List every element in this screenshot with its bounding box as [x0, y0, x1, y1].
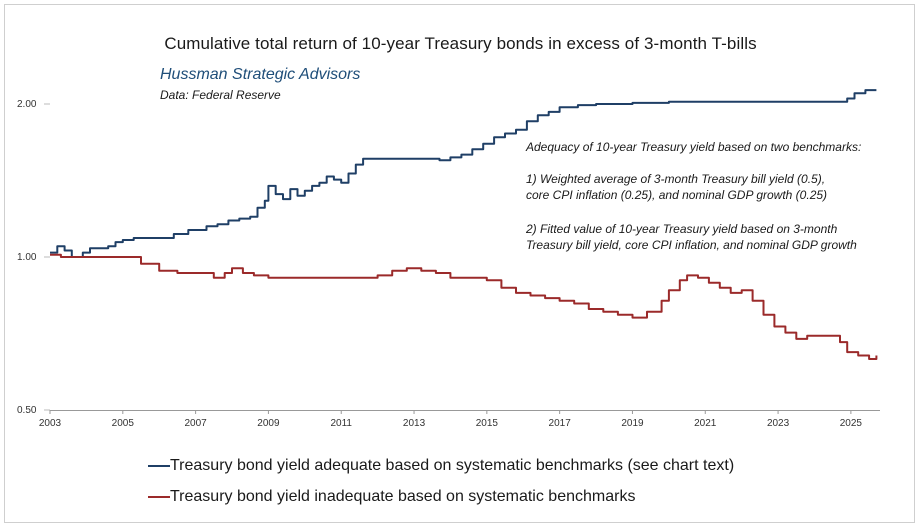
- annotation-line-1: 1) Weighted average of 3-month Treasury …: [526, 172, 826, 186]
- y-tick-label: 2.00: [17, 99, 37, 110]
- legend-label-inadequate: Treasury bond yield inadequate based on …: [170, 488, 636, 505]
- legend-label-adequate: Treasury bond yield adequate based on sy…: [170, 457, 735, 474]
- brand-label: Hussman Strategic Advisors: [160, 66, 361, 83]
- y-tick-label: 0.50: [17, 405, 37, 416]
- source-label: Data: Federal Reserve: [160, 88, 281, 102]
- x-tick-label: 2017: [549, 418, 572, 429]
- legend-item-inadequate: Treasury bond yield inadequate based on …: [148, 486, 635, 508]
- legend-swatch-inadequate: [148, 496, 170, 498]
- x-tick-labels: 2003 2005 2007 2009 2011 2013 2015 2017 2019 2021…: [39, 410, 863, 429]
- x-tick-label: 2003: [39, 418, 62, 429]
- legend-item-adequate: Treasury bond yield adequate based on sy…: [148, 455, 734, 477]
- x-tick-label: 2015: [476, 418, 499, 429]
- series-line-inadequate: [50, 253, 878, 360]
- y-tick-labels: 2.00 1.00 0.50: [17, 99, 50, 416]
- annotation-heading: Adequacy of 10-year Treasury yield based…: [526, 140, 862, 154]
- x-tick-label: 2013: [403, 418, 426, 429]
- chart-title: Cumulative total return of 10-year Treas…: [164, 34, 757, 53]
- x-tick-label: 2023: [767, 418, 790, 429]
- annotation-line-3: 2) Fitted value of 10-year Treasury yiel…: [526, 222, 838, 236]
- x-tick-label: 2019: [621, 418, 644, 429]
- annotation-line-4: Treasury bill yield, core CPI inflation,…: [526, 238, 857, 252]
- x-tick-label: 2005: [112, 418, 135, 429]
- x-tick-label: 2011: [330, 418, 352, 429]
- y-tick-label: 1.00: [17, 252, 37, 263]
- series-line-adequate: [50, 89, 877, 258]
- annotation-line-2: core CPI inflation (0.25), and nominal G…: [526, 188, 828, 202]
- x-tick-label: 2021: [694, 418, 717, 429]
- x-tick-label: 2009: [257, 418, 280, 429]
- x-tick-label: 2007: [184, 418, 207, 429]
- series-lines: [50, 89, 878, 360]
- legend-swatch-adequate: [148, 465, 170, 467]
- x-tick-label: 2025: [840, 418, 863, 429]
